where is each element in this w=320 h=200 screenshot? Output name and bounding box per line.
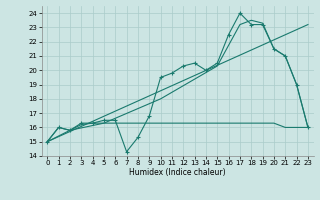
- X-axis label: Humidex (Indice chaleur): Humidex (Indice chaleur): [129, 168, 226, 177]
